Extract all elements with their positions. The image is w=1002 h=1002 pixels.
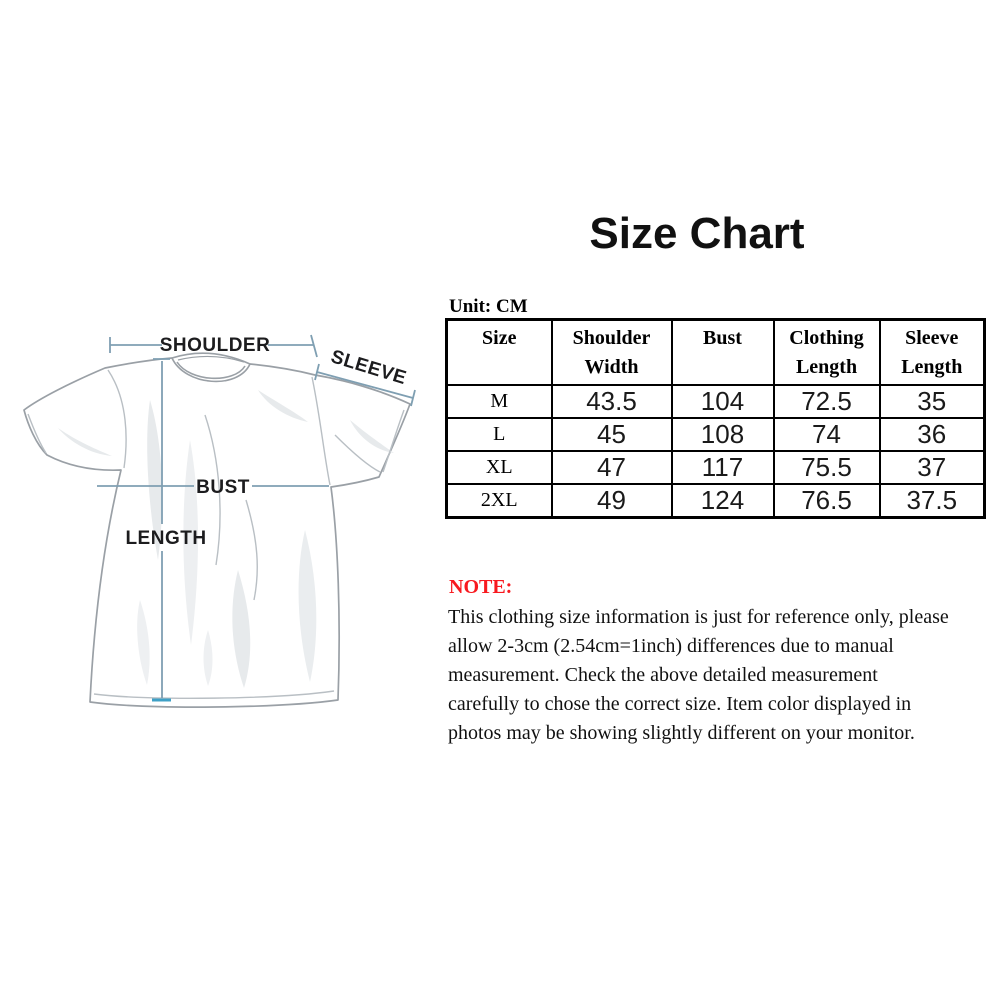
- cell-shoulder-width: 45: [550, 417, 673, 452]
- note-line: photos may be showing slightly different…: [448, 722, 915, 744]
- cell-shoulder-width: 49: [550, 483, 673, 519]
- cell-bust: 124: [670, 483, 775, 519]
- tshirt-drawing: [23, 352, 411, 708]
- tshirt-outline: [23, 352, 411, 708]
- cell-sleeve-length: 35: [878, 384, 986, 419]
- col-header-bust: Bust: [670, 318, 775, 386]
- note-text: This clothing size information is just f…: [448, 603, 968, 748]
- cell-clothing-length: 72.5: [772, 384, 881, 419]
- cell-shoulder-width: 43.5: [550, 384, 673, 419]
- bust-label: BUST: [196, 477, 250, 498]
- collar: [171, 355, 251, 383]
- shoulder-measure-line: [109, 334, 318, 358]
- note-heading: NOTE:: [449, 576, 513, 598]
- table-row: L 45 108 74 36: [445, 417, 986, 452]
- size-table: Size Shoulder Width Bust Clothing Length…: [445, 318, 986, 519]
- cell-size: L: [445, 417, 553, 452]
- table-row: XL 47 117 75.5 37: [445, 450, 986, 485]
- note-line: measurement. Check the above detailed me…: [448, 664, 878, 686]
- length-label: LENGTH: [125, 528, 206, 549]
- page-title: Size Chart: [589, 209, 805, 258]
- cell-clothing-length: 76.5: [772, 483, 881, 519]
- cell-bust: 104: [670, 384, 775, 419]
- cell-clothing-length: 75.5: [772, 450, 881, 485]
- shirt-crease-lines: [27, 369, 405, 699]
- col-header-size: Size: [445, 318, 553, 386]
- note-line: This clothing size information is just f…: [448, 606, 949, 628]
- note-line: allow 2-3cm (2.54cm=1inch) differences d…: [448, 635, 894, 657]
- unit-label: Unit: CM: [449, 296, 528, 317]
- cell-size: M: [445, 384, 553, 419]
- col-header-sleeve-length: Sleeve Length: [878, 318, 986, 386]
- cell-bust: 117: [670, 450, 775, 485]
- shirt-shading: [58, 390, 394, 688]
- cell-clothing-length: 74: [772, 417, 881, 452]
- length-measure-line: [153, 358, 170, 698]
- col-header-clothing-length: Clothing Length: [772, 318, 881, 386]
- cell-size: 2XL: [445, 483, 553, 519]
- table-header-row: Size Shoulder Width Bust Clothing Length…: [445, 318, 986, 386]
- table-row: M 43.5 104 72.5 35: [445, 384, 986, 419]
- cell-bust: 108: [670, 417, 775, 452]
- measurement-lines: [97, 334, 416, 702]
- tshirt-measurement-diagram: SHOULDER SLEEVE BUST LENGTH: [23, 334, 416, 708]
- cell-sleeve-length: 37.5: [878, 483, 986, 519]
- shoulder-label: SHOULDER: [160, 335, 271, 356]
- cell-sleeve-length: 36: [878, 417, 986, 452]
- cell-sleeve-length: 37: [878, 450, 986, 485]
- cell-size: XL: [445, 450, 553, 485]
- note-line: carefully to chose the correct size. Ite…: [448, 693, 912, 715]
- cell-shoulder-width: 47: [550, 450, 673, 485]
- sleeve-measure-line: [314, 363, 416, 407]
- table-row: 2XL 49 124 76.5 37.5: [445, 483, 986, 519]
- col-header-shoulder-width: Shoulder Width: [550, 318, 673, 386]
